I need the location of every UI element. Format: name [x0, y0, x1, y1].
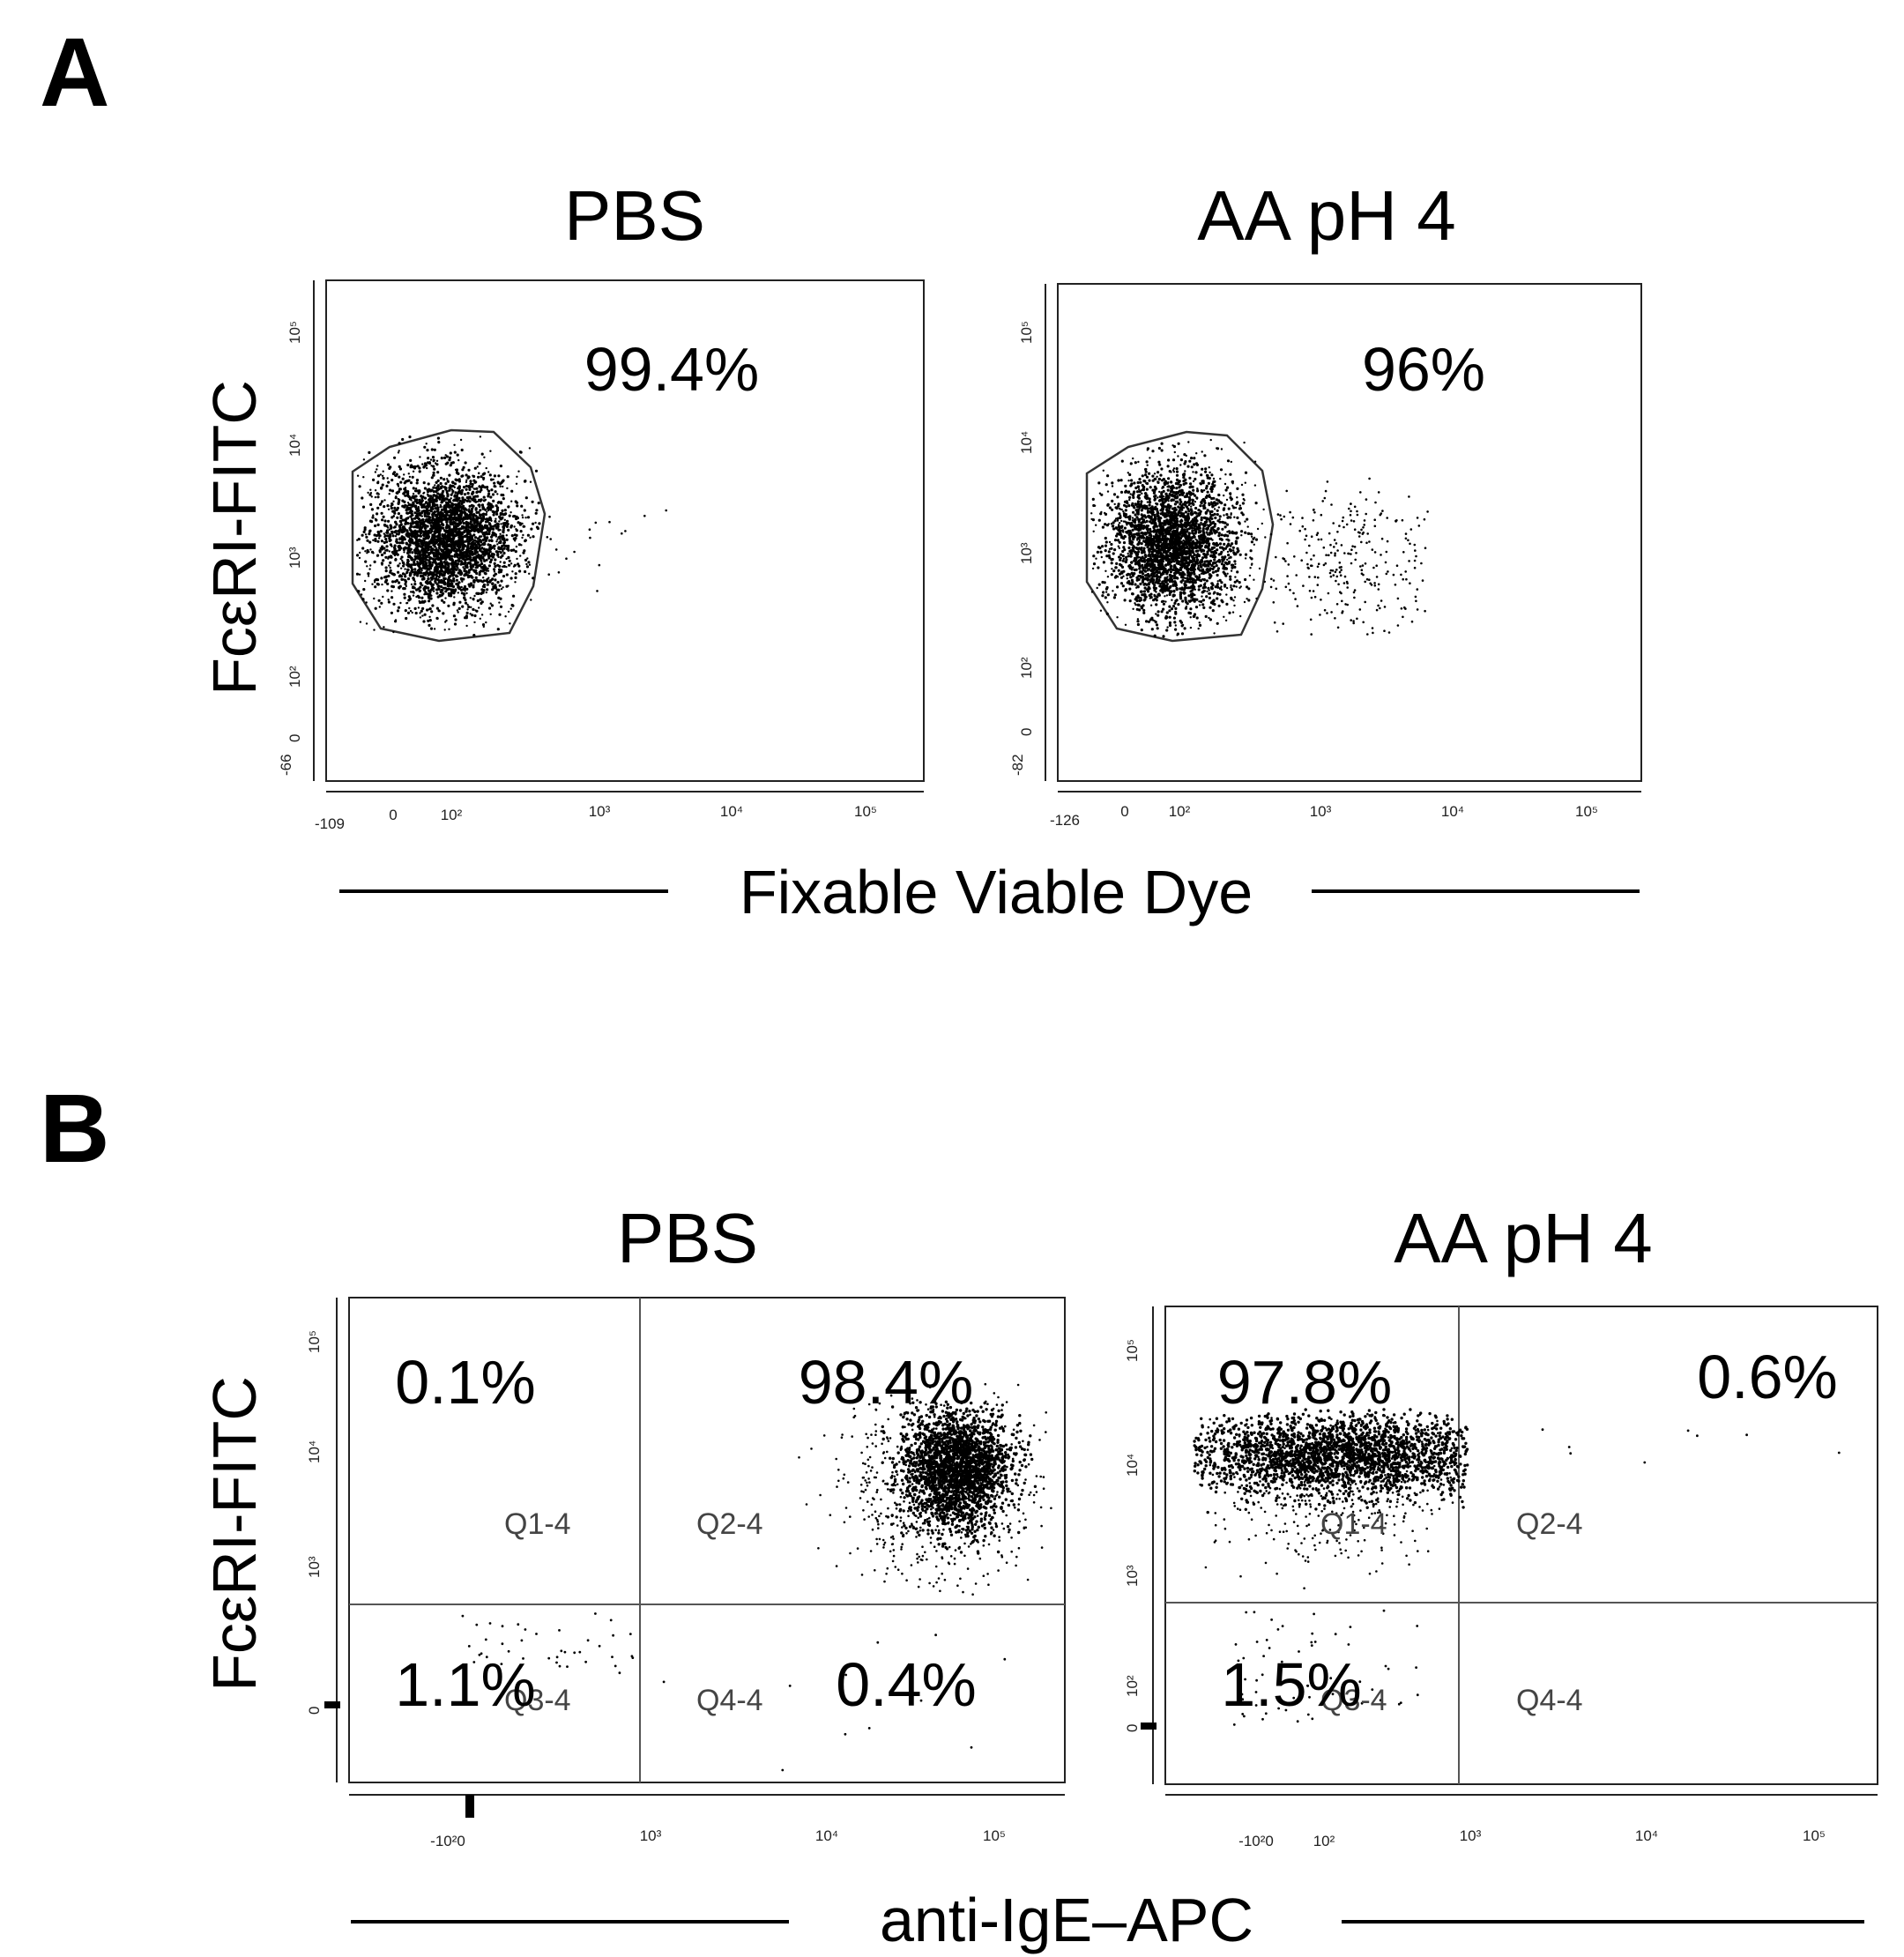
- a-left-xtick-2: 10²: [441, 807, 463, 823]
- a-left-xtick-3: 10³: [589, 803, 611, 820]
- b-right-q4-label: Q4-4: [1516, 1684, 1583, 1717]
- a-left-ytick-0: -66: [278, 754, 294, 776]
- b-right-xtick-1: 10²: [1313, 1833, 1335, 1849]
- b-left-xtick-2: 10⁴: [815, 1827, 838, 1844]
- panel-a-letter: A: [40, 19, 109, 127]
- a-left-xtick-5: 10⁵: [854, 803, 877, 820]
- panel-b-x-axis-label: anti-IgE–APC: [880, 1886, 1253, 1954]
- b-right-xtick-3: 10⁴: [1635, 1827, 1658, 1844]
- panel-b-left-plot-frame: [348, 1297, 1066, 1783]
- a-left-ytick-3: 10³: [286, 547, 303, 569]
- a-right-ytick-5: 10⁵: [1018, 321, 1035, 344]
- b-right-q1-label: Q1-4: [1320, 1507, 1387, 1541]
- panel-a-left-plot-frame: [325, 279, 925, 782]
- b-right-ytick-2: 10³: [1124, 1565, 1141, 1587]
- b-right-q3-label: Q3-4: [1320, 1684, 1387, 1717]
- b-right-xtick-4: 10⁵: [1803, 1827, 1826, 1844]
- panel-b-left-axis-ticks: [324, 1298, 1065, 1818]
- b-left-ytick-0: 0: [306, 1707, 323, 1715]
- b-left-xtick-1: 10³: [640, 1827, 662, 1844]
- b-left-q2-percent: 98.4%: [799, 1348, 973, 1417]
- b-right-ytick-3: 10⁴: [1124, 1454, 1141, 1477]
- b-right-xtick-0: -10²0: [1238, 1833, 1274, 1849]
- b-left-ytick-2: 10⁴: [306, 1440, 323, 1463]
- b-left-xtick-3: 10⁵: [983, 1827, 1006, 1844]
- b-left-q4-percent: 0.4%: [836, 1650, 977, 1719]
- panel-b-right-title: AA pH 4: [1394, 1199, 1653, 1277]
- panel-b-left-title: PBS: [617, 1199, 758, 1277]
- a-right-xtick-5: 10⁵: [1575, 803, 1598, 820]
- a-right-xtick-3: 10³: [1310, 803, 1332, 820]
- a-right-xtick-2: 10²: [1169, 803, 1191, 820]
- panel-b-letter: B: [40, 1075, 109, 1183]
- panel-b-left-events: [461, 1382, 1052, 1772]
- b-left-q2-label: Q2-4: [696, 1507, 763, 1541]
- b-left-q1-percent: 0.1%: [395, 1348, 536, 1417]
- panel-a-left-percent: 99.4%: [584, 335, 759, 404]
- panel-a-right-live-gate: [1085, 430, 1275, 643]
- a-right-ytick-1: 0: [1018, 728, 1035, 736]
- a-right-xtick-0: -126: [1050, 812, 1080, 829]
- panel-b-y-axis-label: FcεRI-FITC: [200, 1376, 269, 1692]
- panel-a-right-axis-ticks: [1045, 284, 1641, 792]
- panel-a-left-events: [355, 435, 667, 637]
- a-left-xtick-1: 0: [389, 807, 397, 823]
- a-right-ytick-3: 10³: [1018, 542, 1035, 564]
- a-left-ytick-5: 10⁵: [286, 321, 303, 344]
- a-right-xtick-1: 0: [1120, 803, 1128, 820]
- panel-a-x-axis-label: Fixable Viable Dye: [740, 858, 1253, 926]
- a-left-ytick-4: 10⁴: [286, 434, 303, 457]
- b-right-ytick-1: 10²: [1124, 1675, 1141, 1697]
- panel-a-right-plot-frame: [1057, 283, 1642, 782]
- b-left-q3-label: Q3-4: [504, 1684, 571, 1717]
- panel-a-left-live-gate: [351, 428, 547, 643]
- panel-a-right-events: [1090, 438, 1429, 638]
- a-right-ytick-4: 10⁴: [1018, 431, 1035, 454]
- a-left-xtick-4: 10⁴: [720, 803, 743, 820]
- a-left-ytick-1: 0: [286, 734, 303, 742]
- panel-a-right-percent: 96%: [1362, 335, 1485, 404]
- panel-a-y-axis-label: FcεRI-FITC: [200, 380, 269, 696]
- panel-a-right-title: AA pH 4: [1197, 176, 1456, 255]
- panel-b-right-axis-ticks: [1141, 1306, 1878, 1796]
- b-left-q4-label: Q4-4: [696, 1684, 763, 1717]
- b-right-xtick-2: 10³: [1460, 1827, 1482, 1844]
- b-right-q1-percent: 97.8%: [1217, 1348, 1392, 1417]
- b-left-q3-percent: 1.1%: [395, 1650, 536, 1719]
- panel-b-right-plot-frame: [1164, 1306, 1878, 1785]
- a-right-ytick-0: -82: [1009, 754, 1026, 776]
- b-right-q3-percent: 1.5%: [1221, 1650, 1362, 1719]
- b-left-ytick-3: 10⁵: [306, 1330, 323, 1353]
- b-left-xtick-0: -10²0: [430, 1833, 465, 1849]
- a-left-ytick-2: 10²: [286, 666, 303, 688]
- panel-b-right-events: [1193, 1408, 1841, 1726]
- b-right-ytick-0: 0: [1124, 1724, 1141, 1732]
- panel-a-left-title: PBS: [564, 176, 705, 255]
- b-right-ytick-4: 10⁵: [1124, 1339, 1141, 1362]
- a-right-ytick-2: 10²: [1018, 657, 1035, 679]
- a-right-xtick-4: 10⁴: [1441, 803, 1464, 820]
- panel-a-left-axis-ticks: [313, 280, 924, 792]
- b-right-q2-label: Q2-4: [1516, 1507, 1583, 1541]
- a-left-xtick-0: -109: [315, 815, 345, 832]
- b-left-ytick-1: 10³: [306, 1556, 323, 1578]
- b-right-q2-percent: 0.6%: [1697, 1343, 1838, 1411]
- b-left-q1-label: Q1-4: [504, 1507, 571, 1541]
